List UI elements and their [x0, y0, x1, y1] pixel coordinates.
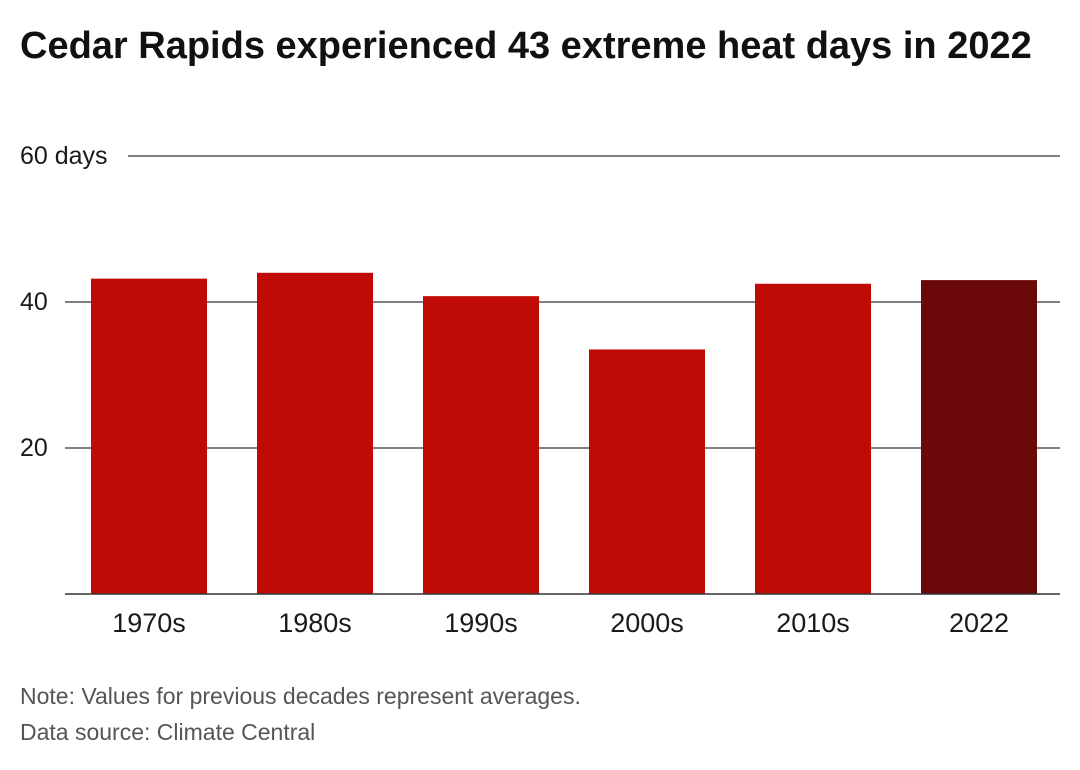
- x-tick-label: 1980s: [278, 608, 352, 638]
- chart-footer: Note: Values for previous decades repres…: [20, 678, 581, 750]
- x-tick-label: 2022: [949, 608, 1009, 638]
- bar-1990s: [423, 296, 539, 594]
- bar-1980s: [257, 272, 373, 594]
- source-text: Data source: Climate Central: [20, 719, 316, 745]
- bar-2022: [921, 280, 1037, 594]
- y-tick-label: 20: [20, 434, 48, 462]
- bar-chart: 60 days 40 20 1970s 1980s 1990s 2000s 2010s 2022: [20, 142, 1060, 638]
- bar-1970s: [91, 278, 207, 594]
- x-tick-label: 1970s: [112, 608, 186, 638]
- x-tick-label: 1990s: [444, 608, 518, 638]
- y-tick-label: 40: [20, 288, 48, 316]
- x-tick-label: 2010s: [776, 608, 850, 638]
- y-tick-label: 60 days: [20, 142, 108, 170]
- bar-2010s: [755, 283, 871, 594]
- x-tick-label: 2000s: [610, 608, 684, 638]
- bar-2000s: [589, 349, 705, 594]
- note-text: Note: Values for previous decades repres…: [20, 683, 581, 709]
- chart-title: Cedar Rapids experienced 43 extreme heat…: [20, 25, 1032, 67]
